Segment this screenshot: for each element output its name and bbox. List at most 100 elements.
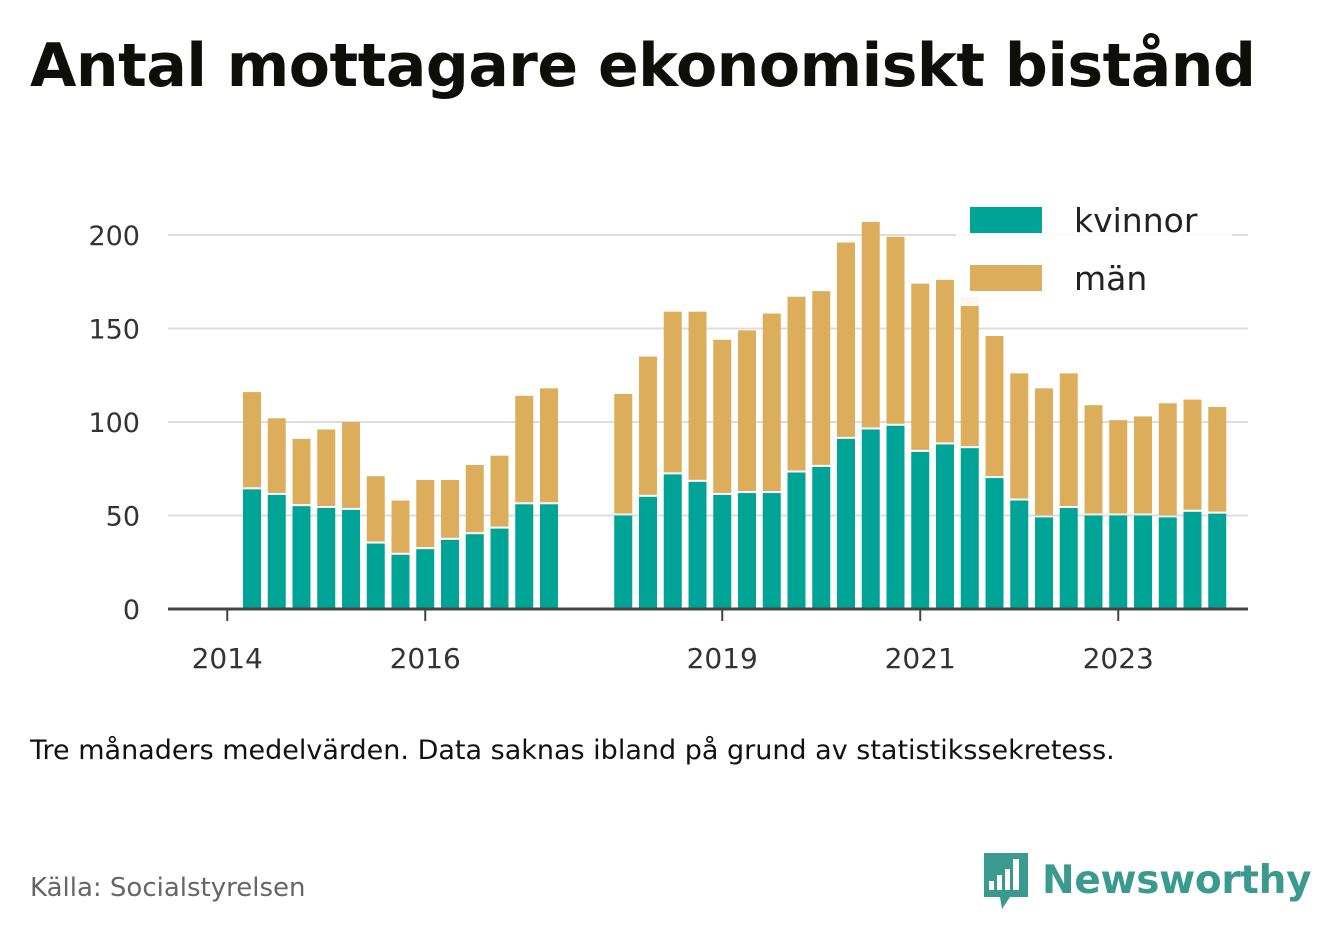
bar-kvinnor [267, 494, 286, 609]
bar-man [812, 291, 831, 465]
bar-man [663, 311, 682, 473]
bar-man [1109, 420, 1128, 514]
bar-kvinnor [441, 539, 459, 609]
bar-man [1208, 407, 1227, 512]
bar-kvinnor [713, 494, 732, 609]
bar-kvinnor [243, 489, 261, 609]
bar-man [1134, 416, 1152, 514]
bar-man [837, 242, 855, 437]
bar-kvinnor [861, 429, 880, 609]
bar-kvinnor [317, 508, 336, 609]
bar-kvinnor [886, 425, 905, 609]
bar-kvinnor [688, 481, 707, 609]
newsworthy-logo-icon [984, 853, 1028, 909]
y-tick-label: 200 [88, 221, 140, 252]
bar-kvinnor [762, 493, 781, 609]
bar-kvinnor [936, 444, 954, 609]
bar-man [787, 296, 806, 471]
legend-swatch [970, 265, 1042, 291]
bar-kvinnor [639, 496, 657, 609]
bar-man [465, 465, 484, 533]
legend-label: män [1074, 259, 1147, 298]
y-tick-label: 50 [106, 502, 140, 533]
bar-man [738, 330, 756, 492]
bar-kvinnor [515, 504, 534, 609]
bar-kvinnor [292, 506, 311, 609]
bar-man [911, 283, 930, 450]
source-label: Källa: Socialstyrelsen [30, 873, 306, 903]
bar-kvinnor [416, 549, 435, 609]
bar-man [639, 356, 657, 495]
bar-man [292, 438, 311, 505]
x-tick-label: 2023 [1083, 642, 1154, 675]
bar-kvinnor [1183, 511, 1202, 609]
bar-kvinnor [1084, 515, 1103, 609]
y-tick-label: 100 [88, 408, 140, 439]
bar-man [861, 221, 880, 428]
bar-man [416, 479, 435, 548]
bar-man [267, 418, 286, 493]
bar-man [1010, 373, 1029, 499]
bar-man [317, 429, 336, 507]
bar-kvinnor [738, 493, 756, 609]
bar-kvinnor [391, 554, 410, 609]
bar-kvinnor [1208, 513, 1227, 609]
bar-man [1183, 399, 1202, 510]
bar-man [1035, 388, 1053, 516]
bar-man [936, 279, 954, 443]
bar-man [886, 236, 905, 424]
bar-man [960, 296, 979, 447]
bar-kvinnor [465, 534, 484, 609]
bar-man [713, 339, 732, 493]
stacked-bar-chart: 0 50 100 150 200 2014 2016 2019 2021 2023 kvinno… [88, 196, 1248, 675]
bar-kvinnor [1035, 517, 1053, 609]
bar-man [1059, 373, 1078, 507]
bar-kvinnor [614, 515, 633, 609]
bars [243, 221, 1227, 609]
bar-kvinnor [837, 438, 855, 609]
y-tick-label: 150 [88, 315, 140, 346]
brand-name: Newsworthy [1042, 857, 1312, 903]
x-tick-label: 2016 [390, 642, 461, 675]
bar-kvinnor [812, 466, 831, 609]
legend-swatch [970, 207, 1042, 233]
bar-man [342, 422, 360, 508]
x-axis-ticks: 2014 2016 2019 2021 2023 [192, 609, 1154, 675]
bar-man [1158, 403, 1177, 516]
bar-man [515, 395, 534, 503]
x-tick-label: 2021 [885, 642, 956, 675]
bar-kvinnor [911, 451, 930, 609]
chart-note: Tre månaders medelvärden. Data saknas ib… [30, 735, 1115, 766]
bar-man [762, 313, 781, 492]
x-tick-label: 2014 [192, 642, 263, 675]
bar-kvinnor [490, 528, 509, 609]
bar-kvinnor [787, 472, 806, 609]
bar-kvinnor [1134, 515, 1152, 609]
bar-kvinnor [540, 504, 558, 609]
y-axis-ticks: 0 50 100 150 200 [88, 221, 140, 626]
bar-man [540, 388, 558, 503]
bar-kvinnor [1158, 517, 1177, 609]
bar-man [688, 311, 707, 480]
bar-kvinnor [663, 474, 682, 609]
bar-kvinnor [985, 478, 1004, 609]
bar-man [441, 479, 459, 538]
bar-man [490, 455, 509, 527]
bar-kvinnor [1010, 500, 1029, 609]
bar-man [391, 500, 410, 553]
bar-man [366, 476, 385, 542]
bar-kvinnor [366, 543, 385, 609]
bar-man [614, 393, 633, 514]
bar-man [1084, 405, 1103, 514]
chart-title: Antal mottagare ekonomiskt bistånd [30, 31, 1256, 101]
bar-kvinnor [342, 509, 360, 609]
brand[interactable]: Newsworthy [980, 848, 1312, 912]
legend: kvinnor män [956, 196, 1232, 306]
x-tick-label: 2019 [687, 642, 758, 675]
y-tick-label: 0 [123, 595, 140, 626]
bar-man [985, 335, 1004, 477]
legend-label: kvinnor [1074, 201, 1198, 240]
bar-kvinnor [1059, 508, 1078, 609]
bar-kvinnor [960, 448, 979, 609]
bar-kvinnor [1109, 515, 1128, 609]
